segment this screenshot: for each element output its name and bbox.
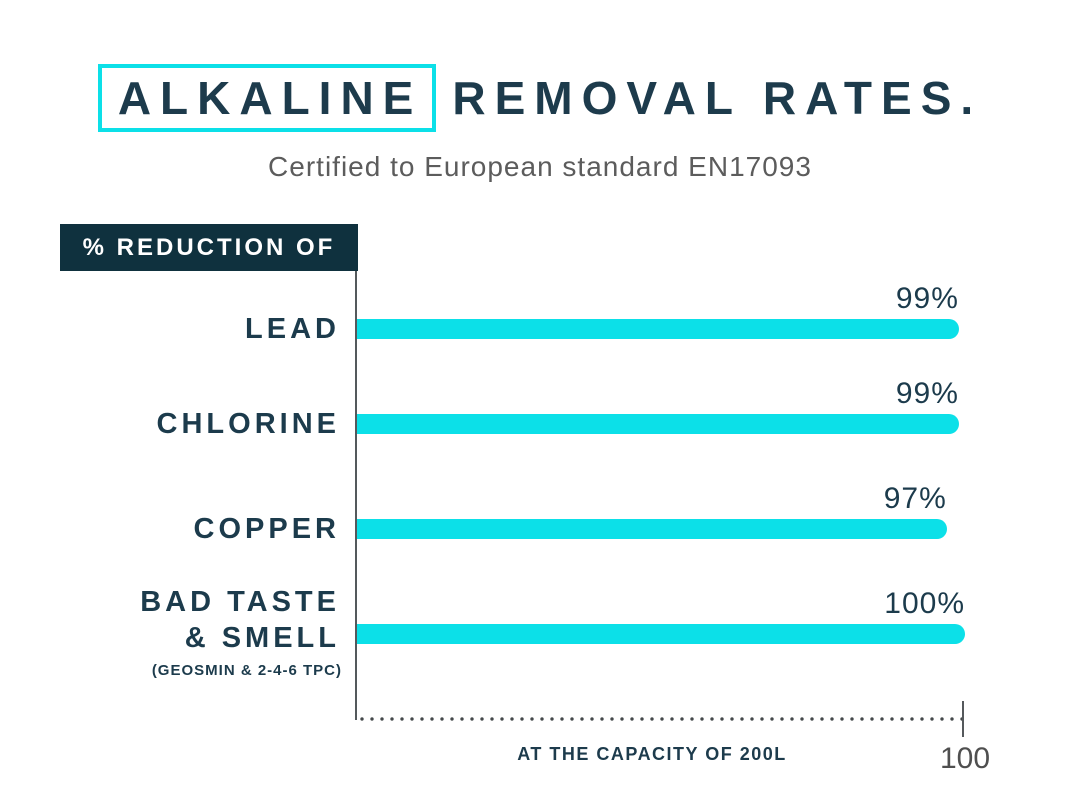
category-label-lead: LEAD: [245, 313, 340, 345]
value-label-bad-taste-smell: 100%: [884, 587, 965, 620]
title-text: REMOVAL RATES.: [452, 72, 983, 124]
category-label-chlorine: CHLORINE: [156, 408, 340, 440]
bar-copper: [357, 519, 947, 539]
bar-row-chlorine: 99%: [357, 377, 965, 434]
bar-row-bad-taste-smell: 100%: [357, 587, 965, 644]
y-axis-header-box: % REDUCTION OF: [60, 224, 358, 271]
bar-bad-taste-smell: [357, 624, 965, 644]
title-highlight-box: ALKALINE: [97, 64, 437, 132]
x-axis-tick-100: [962, 701, 964, 737]
bar-chlorine: [357, 414, 959, 434]
subtitle: Certified to European standard EN17093: [268, 151, 812, 182]
category-label-bad-taste-smell: BAD TASTE & SMELL: [140, 586, 340, 654]
y-axis-line: [355, 271, 357, 720]
value-label-lead: 99%: [895, 282, 959, 315]
category-note-geosmin: (GEOSMIN & 2-4-6 TPC): [151, 662, 342, 679]
value-label-copper: 97%: [883, 482, 947, 515]
bar-row-copper: 97%: [357, 482, 965, 539]
category-label-copper: COPPER: [193, 513, 340, 545]
value-label-chlorine: 99%: [895, 377, 959, 410]
x-axis-dotted-line: [357, 717, 963, 721]
bar-row-lead: 99%: [357, 282, 965, 339]
x-axis-caption: AT THE CAPACITY OF 200L: [517, 744, 787, 764]
bar-lead: [357, 319, 959, 339]
page-title: ALKALINE REMOVAL RATES.: [0, 64, 1080, 132]
x-axis-max-label: 100: [939, 742, 991, 775]
